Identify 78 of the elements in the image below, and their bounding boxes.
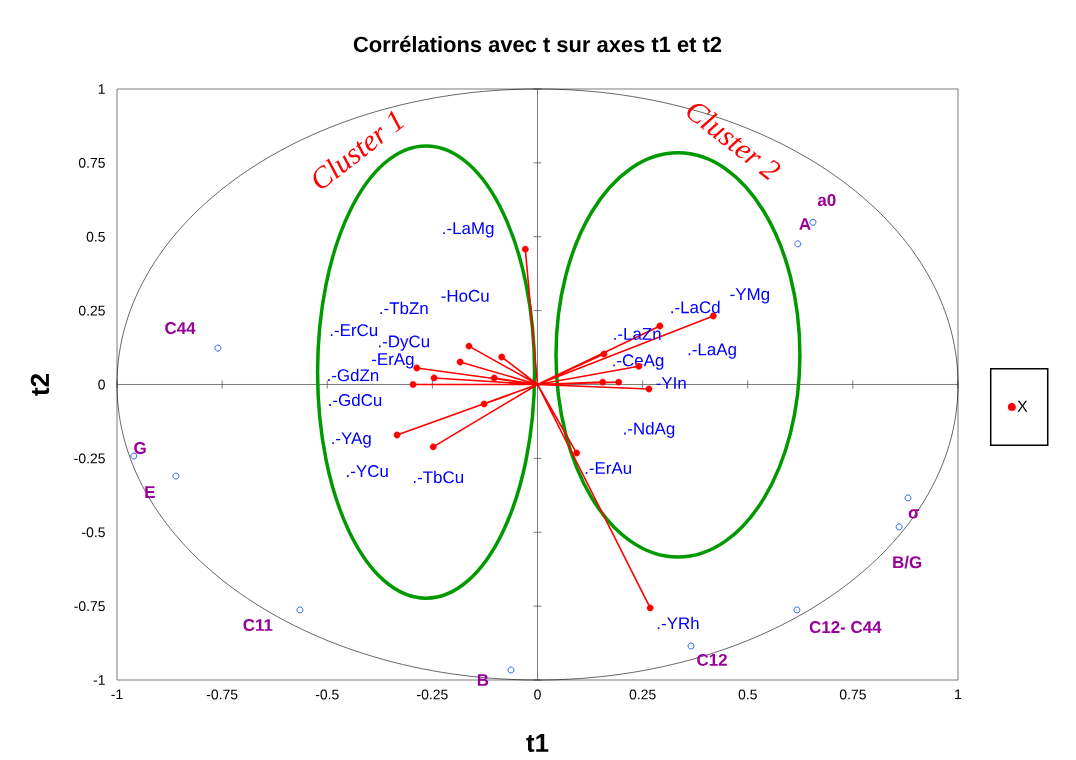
- point: [480, 400, 488, 408]
- annotation: .-LaMg: [443, 222, 494, 238]
- x-tick-label: -0.5: [315, 689, 339, 700]
- point: [456, 358, 464, 366]
- point: [214, 344, 222, 352]
- annotation: .-YAg: [332, 432, 371, 448]
- annotation: .-DyCu: [378, 335, 430, 351]
- point: [393, 431, 401, 439]
- point: [615, 378, 623, 386]
- point: [687, 642, 695, 650]
- y-tick-label: 0: [98, 379, 105, 390]
- annotation: .-YRh: [657, 616, 699, 630]
- annotation: -ErAg: [371, 353, 414, 369]
- annotation: .-YCu: [347, 465, 388, 478]
- x-tick-label: 0.5: [738, 689, 757, 700]
- point: [521, 245, 529, 253]
- annotation: G: [134, 442, 146, 455]
- point: [490, 374, 498, 382]
- x-tick-label: -1: [111, 689, 123, 700]
- annotation: -HoCu: [441, 289, 489, 302]
- point: [498, 353, 506, 361]
- point: [507, 666, 515, 674]
- point: [600, 350, 608, 358]
- annotation: .-GdZn: [328, 368, 379, 382]
- x-tick-label: 0.75: [839, 689, 866, 700]
- y-tick-label: 0.25: [78, 305, 105, 316]
- x-tick-label: -0.25: [417, 689, 448, 700]
- annotation: .-ErCu: [330, 324, 378, 337]
- y-tick-label: 0.5: [86, 231, 105, 242]
- point: [409, 381, 417, 388]
- point: [573, 449, 581, 457]
- annotation: E: [145, 486, 155, 498]
- y-tick-label: -1: [93, 675, 105, 685]
- legend-label: X: [1017, 400, 1028, 412]
- x-tick-label: 0.25: [629, 689, 656, 700]
- point: [646, 604, 654, 612]
- point: [645, 385, 653, 393]
- annotation: -YMg: [730, 288, 769, 304]
- y-tick-label: 1: [98, 84, 105, 94]
- annotation: A: [799, 218, 811, 230]
- point: [296, 606, 304, 614]
- annotation: B: [477, 674, 489, 686]
- y-axis-title: t2: [30, 374, 50, 396]
- annotation: .-CeAg: [613, 354, 664, 370]
- annotation: a0: [817, 194, 836, 207]
- chart-title: Corrélations avec t sur axes t1 et t2: [353, 35, 722, 53]
- point: [904, 494, 912, 502]
- x-tick-label: -0.75: [206, 689, 238, 700]
- annotation: B/G: [893, 555, 922, 569]
- y-tick-label: 0.75: [78, 157, 105, 168]
- annotation: .-TbZn: [380, 301, 428, 315]
- point: [465, 342, 473, 350]
- annotation: .-NdAg: [624, 422, 675, 438]
- x-axis-title: t1: [526, 733, 549, 753]
- point: [793, 606, 801, 614]
- annotation: .-ErAu: [585, 462, 632, 475]
- point: [172, 472, 180, 480]
- x-tick-label: 1: [955, 689, 962, 700]
- y-tick-label: -0.75: [74, 601, 105, 612]
- x-tick-label: 0: [534, 689, 541, 700]
- point: [599, 378, 607, 386]
- point: [413, 364, 421, 372]
- y-tick-label: -0.25: [74, 453, 105, 464]
- annotation: C12: [697, 653, 727, 666]
- point: [430, 374, 438, 382]
- annotation: C44: [165, 322, 196, 335]
- point: [794, 240, 802, 248]
- annotation: -YIn: [656, 377, 686, 389]
- annotation: σ: [908, 509, 920, 519]
- annotation: .-TbCu: [413, 470, 464, 484]
- annotation: .-GdCu: [329, 393, 382, 407]
- y-tick-label: -0.5: [82, 527, 105, 538]
- annotation: .-LaCd: [671, 300, 720, 314]
- annotation: .-LaAg: [688, 343, 736, 359]
- annotation: C12- C44: [809, 621, 882, 634]
- point: [429, 443, 437, 451]
- annotation: C11: [243, 619, 273, 632]
- point: [895, 523, 903, 531]
